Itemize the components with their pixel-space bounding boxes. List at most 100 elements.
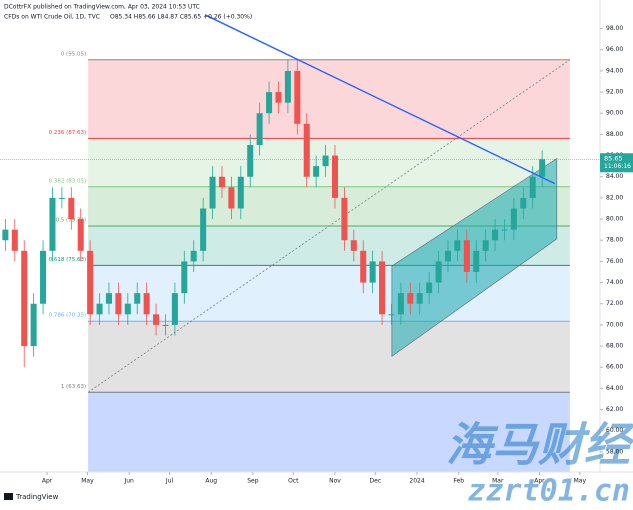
candle-body [200, 208, 207, 251]
candle-body [529, 176, 536, 198]
x-tick-label: Apr [534, 478, 545, 485]
fib-label: 0.236 (87.63) [49, 130, 87, 136]
fib-label: 0.382 (83.05) [49, 178, 87, 184]
x-tick-label: 2024 [409, 478, 424, 485]
fib-label: 1 (63.63) [61, 384, 86, 390]
candle-body [256, 113, 263, 145]
y-tick-label: 74.00 [606, 279, 623, 286]
x-tick-label: Dec [370, 478, 382, 485]
watermark: 海马财经 [446, 418, 633, 472]
fib-zone [88, 321, 570, 393]
y-tick-label: 72.00 [606, 300, 623, 307]
candle-body [360, 250, 367, 283]
candle-body [284, 70, 291, 103]
y-tick-label: 60.00 [606, 427, 623, 434]
candle-body [124, 303, 131, 315]
candle-body [87, 250, 94, 315]
candle-body [473, 250, 480, 272]
brand-logo [4, 493, 13, 500]
y-tick-label: 70.00 [606, 321, 623, 328]
x-tick-label: Nov [329, 478, 341, 485]
fib-zone [88, 392, 570, 472]
y-tick-label: 82.00 [606, 194, 623, 201]
y-tick-label: 62.00 [606, 406, 623, 413]
candle-body [58, 197, 65, 199]
y-tick-label: 58.00 [606, 448, 623, 455]
plot: 0 (95.05) 0.236 (87.63) 0.382 (83.05) 0.5 (… [0, 14, 600, 472]
candle-body [426, 282, 433, 294]
y-tick-label: 84.00 [606, 173, 623, 180]
candle-body [331, 155, 338, 198]
candle-body [539, 159, 546, 177]
candle-body [105, 293, 112, 304]
candle-body [40, 250, 47, 304]
x-tick-label: Feb [453, 478, 464, 485]
candle-body [397, 293, 404, 315]
candle-body [96, 303, 103, 315]
candle-body [369, 261, 376, 283]
candle-body [181, 261, 188, 294]
x-tick-label: Mar [492, 478, 504, 485]
candle-body [444, 250, 451, 262]
candle-body [388, 314, 395, 316]
candle-body [153, 314, 160, 325]
candle-body [77, 219, 84, 251]
candle-body [247, 144, 254, 177]
candle-body [341, 197, 348, 241]
candle-body [209, 176, 216, 209]
chart-title: CFDs on WTI Crude Oil, 1D, TVC [4, 14, 100, 21]
candle-body [492, 229, 499, 241]
candle-body [313, 166, 320, 177]
x-tick-label: Aug [205, 478, 217, 485]
y-tick-label: 76.00 [606, 258, 623, 265]
x-tick-label: Oct [288, 478, 299, 485]
candle-body [2, 229, 9, 241]
candle-body [435, 261, 442, 283]
x-tick-label: Sep [247, 478, 259, 485]
candle-body [454, 240, 461, 251]
candle-body [162, 324, 169, 326]
last-price-label: 85.65 [604, 154, 623, 162]
candle-body [218, 176, 225, 188]
x-tick-label: Jun [123, 478, 134, 485]
x-tick-label: May [574, 478, 587, 485]
candle-body [134, 293, 141, 304]
candle-body [49, 197, 56, 251]
candle-body [21, 250, 28, 347]
fib-label: 0.786 (70.35) [49, 313, 87, 319]
candle-body [416, 293, 423, 304]
candle-body [190, 250, 197, 262]
candle-body [322, 155, 329, 167]
candle-body [303, 123, 310, 177]
candle-body [143, 293, 150, 315]
y-tick-label: 68.00 [606, 343, 623, 350]
fib-trend [87, 59, 571, 393]
trendline [204, 14, 556, 185]
y-tick-label: 90.00 [606, 110, 623, 117]
fib-zone [88, 138, 570, 187]
candle-body [11, 229, 18, 251]
fib-label: 0 (95.05) [61, 51, 86, 57]
y-tick-label: 78.00 [606, 237, 623, 244]
y-tick-label: 92.00 [606, 89, 623, 96]
ohlc-text: O85.34 H85.66 L84.87 C85.65 +0.26 (+0.30… [110, 14, 252, 21]
candle-body [501, 229, 508, 231]
candle-body [171, 293, 178, 325]
candle-body [350, 240, 357, 251]
candle-body [407, 293, 414, 304]
candle-body [379, 261, 386, 315]
watermark: zzrt01.cn [467, 474, 630, 509]
candle-body [266, 92, 273, 114]
y-tick-label: 98.00 [606, 25, 623, 32]
last-price-tag [600, 153, 633, 173]
fib-label: 0.5 (79.34) [56, 218, 87, 224]
candle-body [115, 293, 122, 315]
candle-body [68, 197, 75, 220]
y-tick-label: 80.00 [606, 216, 623, 223]
y-tick-label: 96.00 [606, 46, 623, 53]
candle-body [237, 176, 244, 209]
fib-zone [88, 59, 570, 139]
y-tick-label: 94.00 [606, 67, 623, 74]
y-tick-label: 64.00 [606, 385, 623, 392]
